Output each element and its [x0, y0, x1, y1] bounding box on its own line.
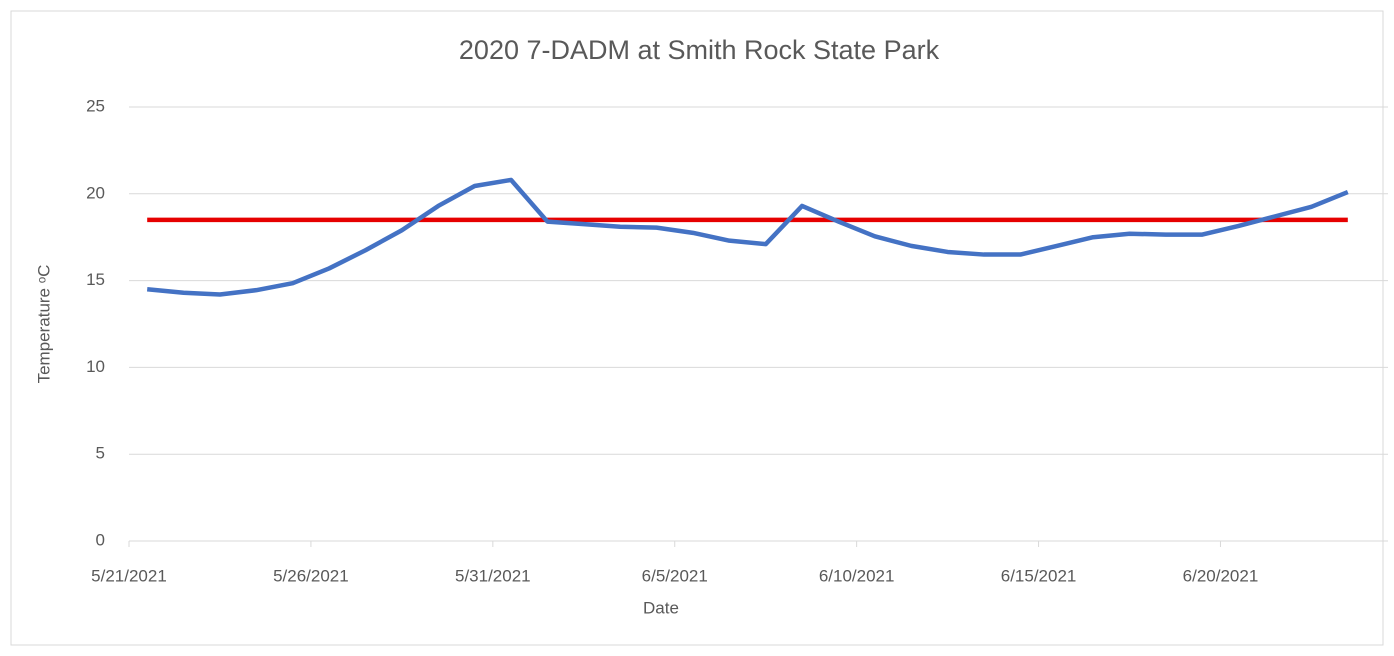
y-tick-label: 15: [86, 270, 105, 289]
data-line: [146, 177, 1349, 297]
y-tick-label: 0: [96, 530, 105, 549]
x-axis-title: Date: [643, 598, 679, 617]
y-axis-title: Temperature ᵒC: [34, 265, 53, 384]
y-tick-label: 25: [86, 96, 105, 115]
x-tick-label: 6/5/2021: [642, 566, 708, 585]
y-tick-label: 10: [86, 357, 105, 376]
x-tick-label: 6/20/2021: [1183, 566, 1259, 585]
chart-title: 2020 7-DADM at Smith Rock State Park: [459, 35, 940, 65]
x-tick-label: 5/31/2021: [455, 566, 531, 585]
y-tick-label: 20: [86, 183, 105, 202]
y-tick-label: 5: [96, 444, 105, 463]
chart-border: [10, 10, 1384, 646]
x-tick-label: 6/10/2021: [819, 566, 895, 585]
x-tick-label: 5/21/2021: [91, 566, 167, 585]
x-tick-label: 6/15/2021: [1001, 566, 1077, 585]
x-tick-label: 5/26/2021: [273, 566, 349, 585]
